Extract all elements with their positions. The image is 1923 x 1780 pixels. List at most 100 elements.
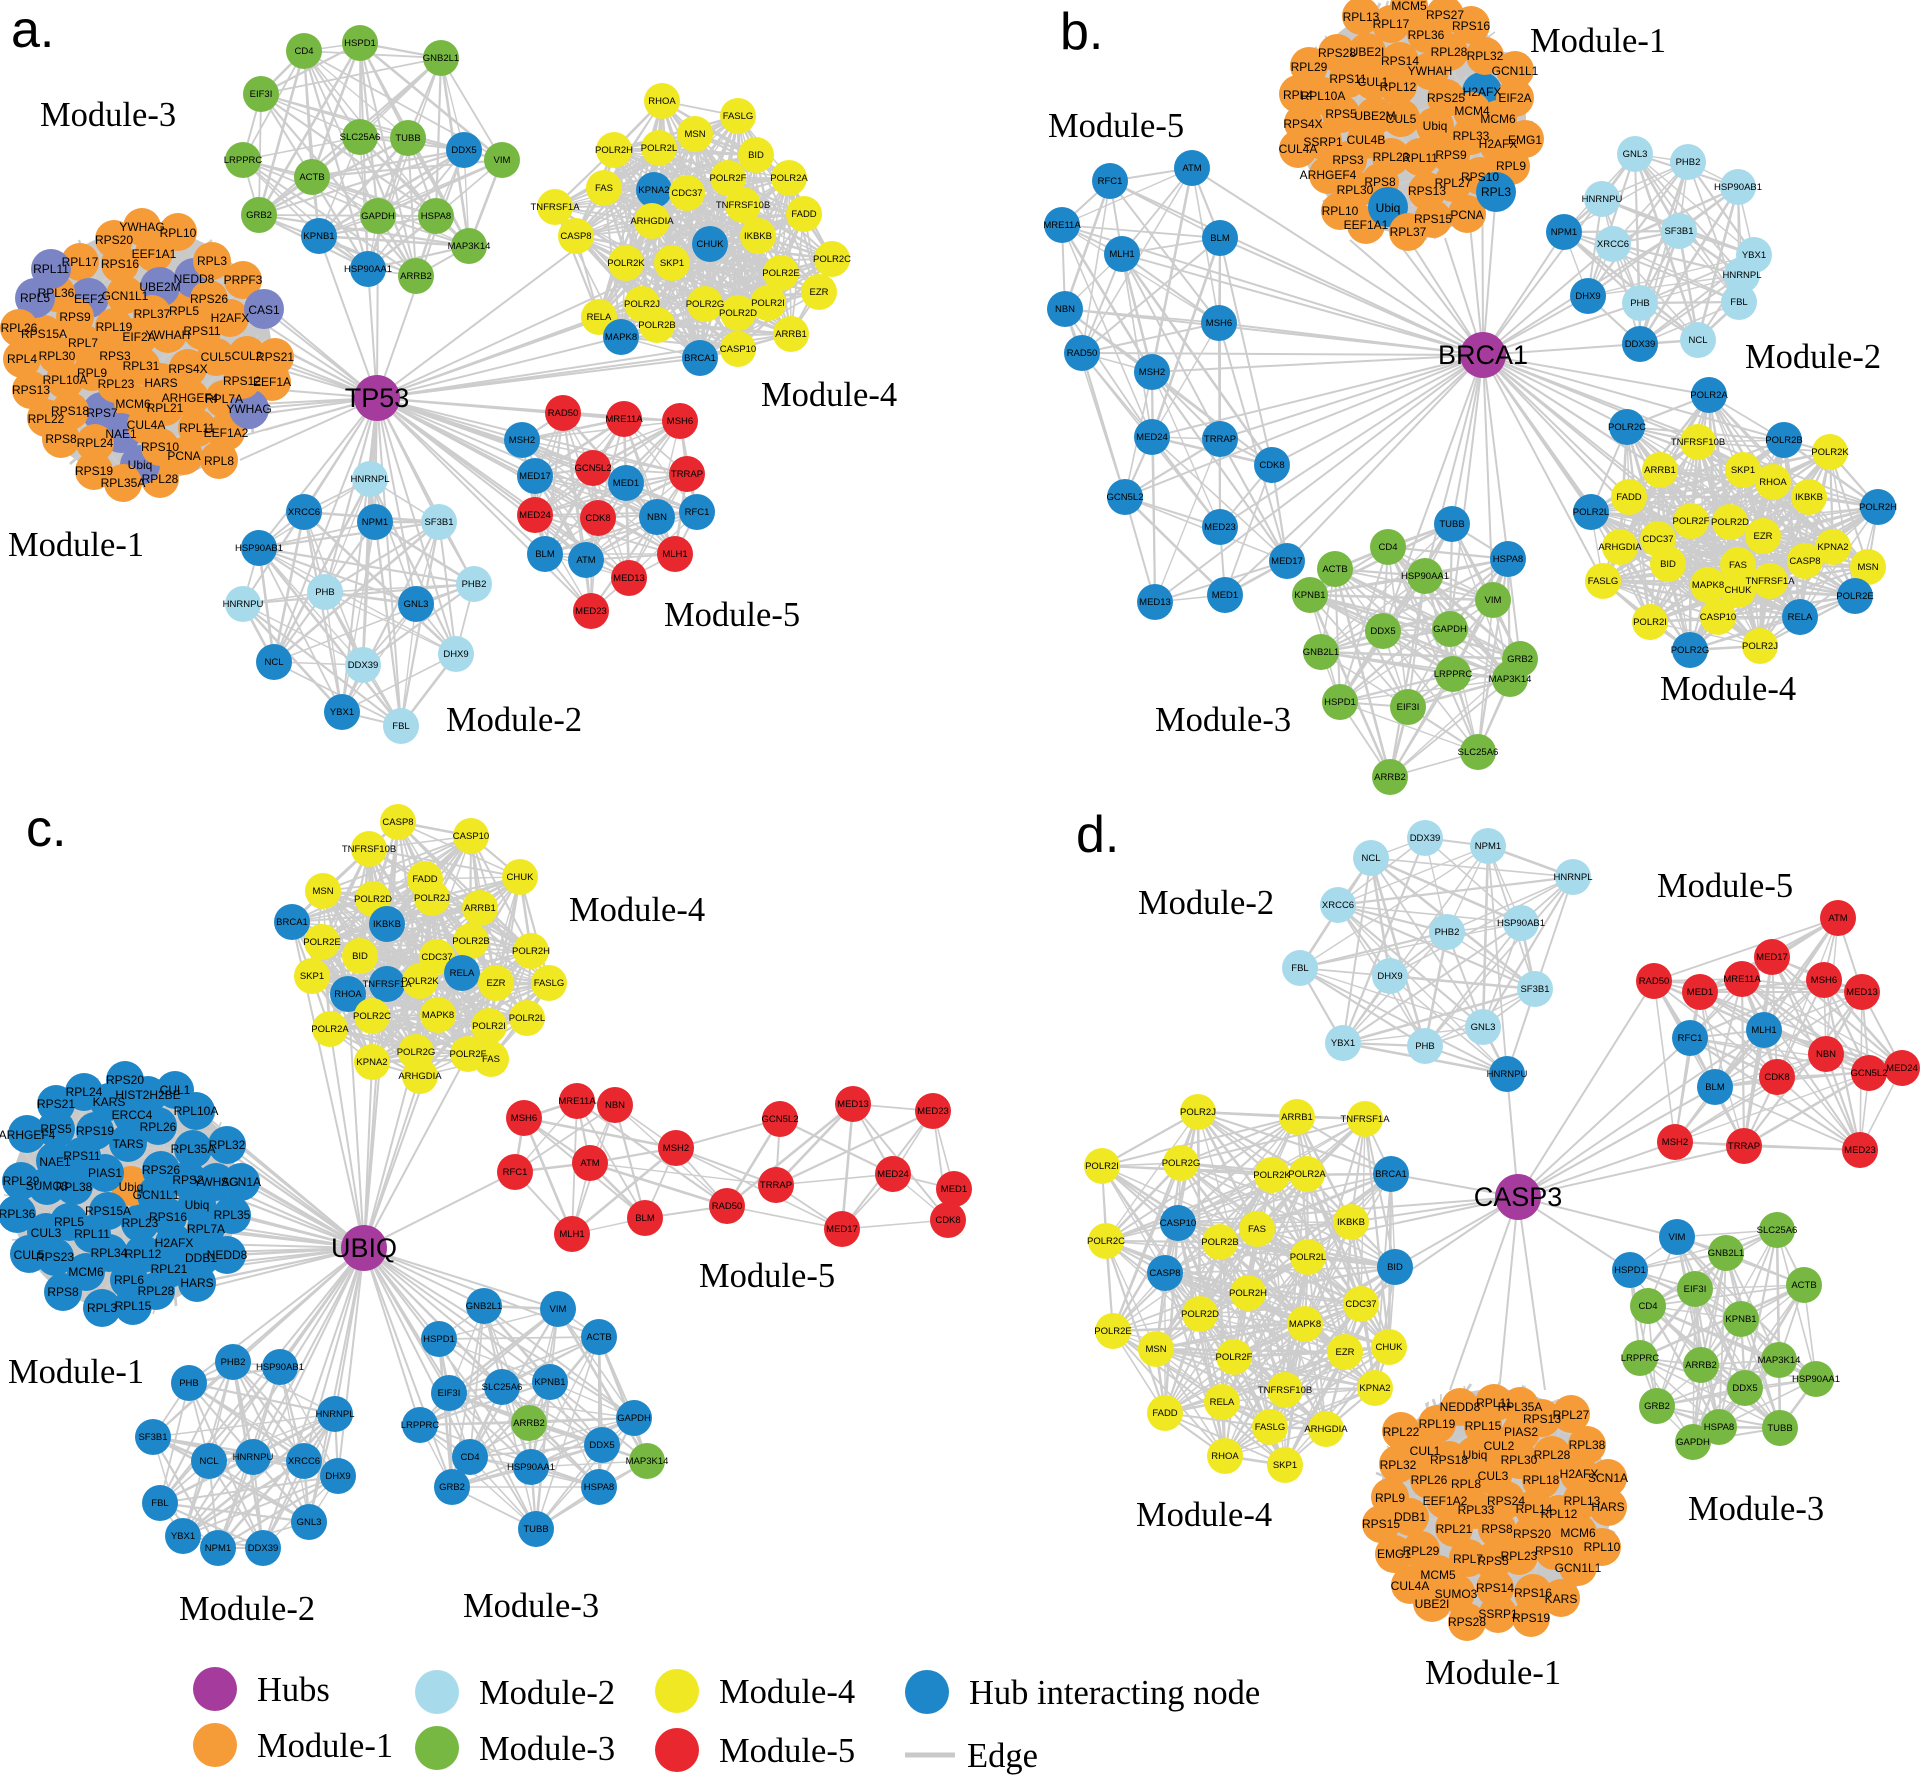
svg-text:RPL23: RPL23	[122, 1216, 159, 1230]
svg-text:CDC37: CDC37	[421, 952, 452, 963]
svg-text:HARS: HARS	[180, 1276, 213, 1290]
svg-text:RPL35: RPL35	[214, 1208, 251, 1222]
svg-text:GAPDH: GAPDH	[1676, 1437, 1710, 1448]
svg-text:TP53: TP53	[345, 383, 410, 413]
svg-text:RPL35A: RPL35A	[171, 1142, 216, 1156]
svg-text:POLR2J: POLR2J	[414, 893, 450, 904]
svg-text:EIF2A: EIF2A	[122, 330, 155, 344]
svg-text:HSP90AA1: HSP90AA1	[1401, 571, 1449, 582]
svg-text:CD4: CD4	[1638, 1301, 1657, 1312]
svg-text:CUL3: CUL3	[31, 1226, 62, 1240]
svg-text:ARRB2: ARRB2	[513, 1418, 545, 1429]
svg-text:FADD: FADD	[1152, 1408, 1177, 1419]
svg-text:PIAS2: PIAS2	[1504, 1425, 1538, 1439]
svg-text:RPL11: RPL11	[1476, 1396, 1512, 1410]
svg-text:RHOA: RHOA	[648, 96, 676, 107]
svg-text:NCL: NCL	[264, 657, 283, 668]
svg-text:IKBKB: IKBKB	[1337, 1217, 1365, 1228]
svg-text:KPNA2: KPNA2	[1359, 1383, 1390, 1394]
svg-text:HSPA8: HSPA8	[1704, 1422, 1734, 1433]
svg-text:H2AFX: H2AFX	[1560, 1467, 1599, 1481]
svg-text:ACTB: ACTB	[299, 172, 324, 183]
svg-text:Module-1: Module-1	[257, 1727, 393, 1765]
svg-text:Ubiq: Ubiq	[128, 458, 153, 472]
svg-text:RPL7A: RPL7A	[205, 392, 243, 406]
svg-text:FADD: FADD	[791, 209, 816, 220]
svg-text:HSPD1: HSPD1	[1324, 697, 1356, 708]
svg-text:RPL28: RPL28	[1534, 1448, 1571, 1462]
svg-text:DDX39: DDX39	[248, 1543, 279, 1554]
svg-text:MED1: MED1	[1687, 987, 1713, 998]
svg-text:NPM1: NPM1	[205, 1543, 231, 1554]
svg-text:RPS11: RPS11	[183, 324, 220, 338]
svg-text:MCM6: MCM6	[1480, 112, 1516, 126]
svg-text:RPL8: RPL8	[1451, 1477, 1481, 1491]
svg-text:RPL26: RPL26	[140, 1120, 177, 1134]
svg-text:POLR2A: POLR2A	[1288, 1169, 1326, 1180]
svg-text:GRB2: GRB2	[1644, 1401, 1670, 1412]
svg-text:ACTB: ACTB	[586, 1332, 611, 1343]
svg-text:TUBB: TUBB	[523, 1524, 548, 1535]
svg-text:RPL11: RPL11	[74, 1227, 110, 1241]
svg-text:RPS10: RPS10	[141, 440, 179, 454]
svg-text:CUL1: CUL1	[160, 1083, 191, 1097]
svg-text:HSP90AB1: HSP90AB1	[235, 543, 283, 554]
svg-text:Module-3: Module-3	[463, 1587, 599, 1625]
svg-text:XRCC6: XRCC6	[1322, 900, 1354, 911]
svg-text:HSPA8: HSPA8	[1493, 554, 1523, 565]
svg-text:RPL10: RPL10	[1584, 1540, 1621, 1554]
svg-text:GNL3: GNL3	[297, 1517, 322, 1528]
svg-text:TARS: TARS	[112, 1137, 143, 1151]
svg-text:VIM: VIM	[494, 155, 511, 166]
svg-text:MRE11A: MRE11A	[1043, 220, 1081, 231]
svg-text:RPL29: RPL29	[1291, 60, 1328, 74]
svg-text:YBX1: YBX1	[171, 1531, 195, 1542]
svg-text:RFC1: RFC1	[1678, 1033, 1703, 1044]
svg-text:POLR2I: POLR2I	[1633, 617, 1667, 628]
svg-text:TNFRSF10B: TNFRSF10B	[716, 200, 770, 211]
svg-text:ARRB2: ARRB2	[1685, 1360, 1717, 1371]
svg-text:UBIQ: UBIQ	[331, 1233, 397, 1263]
svg-text:POLR2B: POLR2B	[1765, 435, 1803, 446]
svg-text:GRB2: GRB2	[1507, 654, 1533, 665]
svg-text:RPS7: RPS7	[86, 406, 118, 420]
svg-text:MRE11A: MRE11A	[558, 1096, 596, 1107]
svg-text:RPL6: RPL6	[114, 1273, 144, 1287]
svg-text:MSH2: MSH2	[663, 1143, 689, 1154]
svg-text:PHB2: PHB2	[221, 1357, 246, 1368]
svg-text:EEF1A1: EEF1A1	[1344, 218, 1389, 232]
svg-text:RPL10A: RPL10A	[1301, 89, 1346, 103]
svg-text:MSH2: MSH2	[1139, 367, 1165, 378]
svg-text:RPL5: RPL5	[169, 304, 199, 318]
svg-text:FADD: FADD	[1616, 492, 1641, 503]
svg-text:SLC25A6: SLC25A6	[1458, 747, 1499, 758]
svg-text:NAE1: NAE1	[39, 1155, 71, 1169]
svg-text:RPL15: RPL15	[115, 1299, 152, 1313]
svg-text:KPNB1: KPNB1	[534, 1377, 565, 1388]
svg-text:RPL34: RPL34	[91, 1246, 128, 1260]
svg-text:Module-1: Module-1	[8, 526, 144, 564]
svg-text:HNRNPL: HNRNPL	[350, 474, 389, 485]
svg-text:FASLG: FASLG	[1255, 1422, 1286, 1433]
svg-text:GNB2L1: GNB2L1	[466, 1301, 502, 1312]
svg-text:ARRB2: ARRB2	[1374, 772, 1406, 783]
svg-text:SKP1: SKP1	[1273, 1460, 1297, 1471]
svg-text:GRB2: GRB2	[439, 1482, 465, 1493]
svg-text:ARRB2: ARRB2	[400, 271, 432, 282]
svg-text:BLM: BLM	[1210, 233, 1230, 244]
svg-text:RAD50: RAD50	[1639, 976, 1670, 987]
svg-text:Module-3: Module-3	[1688, 1490, 1824, 1528]
svg-text:ARRB1: ARRB1	[1644, 465, 1676, 476]
svg-text:RPL37: RPL37	[1390, 225, 1427, 239]
svg-text:CUL5: CUL5	[201, 350, 232, 364]
svg-text:IKBKB: IKBKB	[1795, 492, 1823, 503]
svg-text:RPL11: RPL11	[179, 421, 215, 435]
svg-text:MLH1: MLH1	[1751, 1025, 1776, 1036]
svg-text:MCM5: MCM5	[1391, 0, 1427, 13]
svg-text:FBL: FBL	[151, 1498, 168, 1509]
svg-text:CASP8: CASP8	[1789, 556, 1820, 567]
svg-text:c.: c.	[26, 800, 66, 858]
svg-text:Module-1: Module-1	[1530, 22, 1666, 60]
svg-text:RPL28: RPL28	[1431, 45, 1468, 59]
svg-text:RPL33: RPL33	[1458, 1503, 1495, 1517]
